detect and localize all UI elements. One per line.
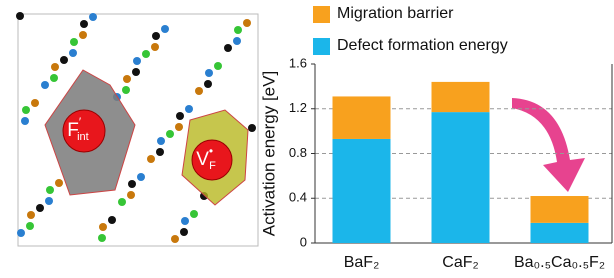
y-tick-label: 0 (300, 234, 307, 249)
atom (185, 105, 193, 113)
atom (45, 197, 53, 205)
atom (16, 12, 24, 20)
atom (26, 222, 34, 230)
figure: F′intV•F 0 0.4 0.8 1.2 1.6 Activation energy … (0, 0, 614, 273)
atom (132, 68, 140, 76)
atom (98, 234, 106, 242)
atom (156, 148, 164, 156)
atom (166, 130, 174, 138)
y-tick-label: 0.8 (289, 145, 307, 160)
atom (190, 210, 198, 218)
bar-segment (531, 223, 589, 243)
atom (79, 31, 87, 39)
x-tick-label: CaF₂ (442, 254, 478, 271)
atom (22, 106, 30, 114)
atom (180, 228, 188, 236)
legend-label: Defect formation energy (337, 37, 508, 54)
atom (36, 204, 44, 212)
atom (46, 186, 54, 194)
bar-segment (531, 196, 589, 223)
y-tick-label: 0.4 (289, 190, 307, 205)
bar-segment (432, 112, 490, 243)
atom (142, 50, 150, 58)
atom (31, 99, 39, 107)
atom (151, 43, 159, 51)
legend-label: Migration barrier (337, 5, 454, 22)
trend-arrow (512, 98, 585, 192)
y-tick-label: 1.6 (289, 55, 307, 70)
atom (137, 173, 145, 181)
atom (41, 81, 49, 89)
atom (69, 49, 77, 57)
atom (99, 223, 107, 231)
atom (205, 69, 213, 77)
atom (176, 112, 184, 120)
atom (60, 56, 68, 64)
atom (224, 44, 232, 52)
atom (127, 191, 135, 199)
atom (248, 124, 256, 132)
atom (152, 32, 160, 40)
atom (89, 13, 97, 21)
atom (27, 211, 35, 219)
atom (118, 198, 126, 206)
legend-swatch (313, 38, 330, 55)
atom (234, 26, 242, 34)
atom (21, 117, 29, 125)
atom (195, 87, 203, 95)
bar-segment (333, 139, 391, 243)
bar-segment (333, 96, 391, 139)
atom (161, 25, 169, 33)
atom (55, 179, 63, 187)
atom (171, 235, 179, 243)
atom (17, 229, 25, 237)
atom (181, 217, 189, 225)
atom (128, 180, 136, 188)
x-tick-label: Ba₀.₅Ca₀.₅F₂ (514, 254, 605, 271)
atom (51, 63, 59, 71)
atom (108, 216, 116, 224)
atom (204, 80, 212, 88)
x-tick-label: BaF₂ (344, 254, 380, 271)
atom (147, 155, 155, 163)
atom (175, 123, 183, 131)
atom (214, 62, 222, 70)
atom (80, 20, 88, 28)
atom (233, 37, 241, 45)
y-axis-label: Activation energy [eV] (259, 71, 278, 236)
atom (123, 75, 131, 83)
atom (133, 57, 141, 65)
atom (243, 19, 251, 27)
atom (70, 38, 78, 46)
legend-swatch (313, 6, 330, 23)
y-tick-label: 1.2 (289, 100, 307, 115)
bar-segment (432, 82, 490, 112)
atom (122, 86, 130, 94)
atom (157, 137, 165, 145)
atom (50, 74, 58, 82)
